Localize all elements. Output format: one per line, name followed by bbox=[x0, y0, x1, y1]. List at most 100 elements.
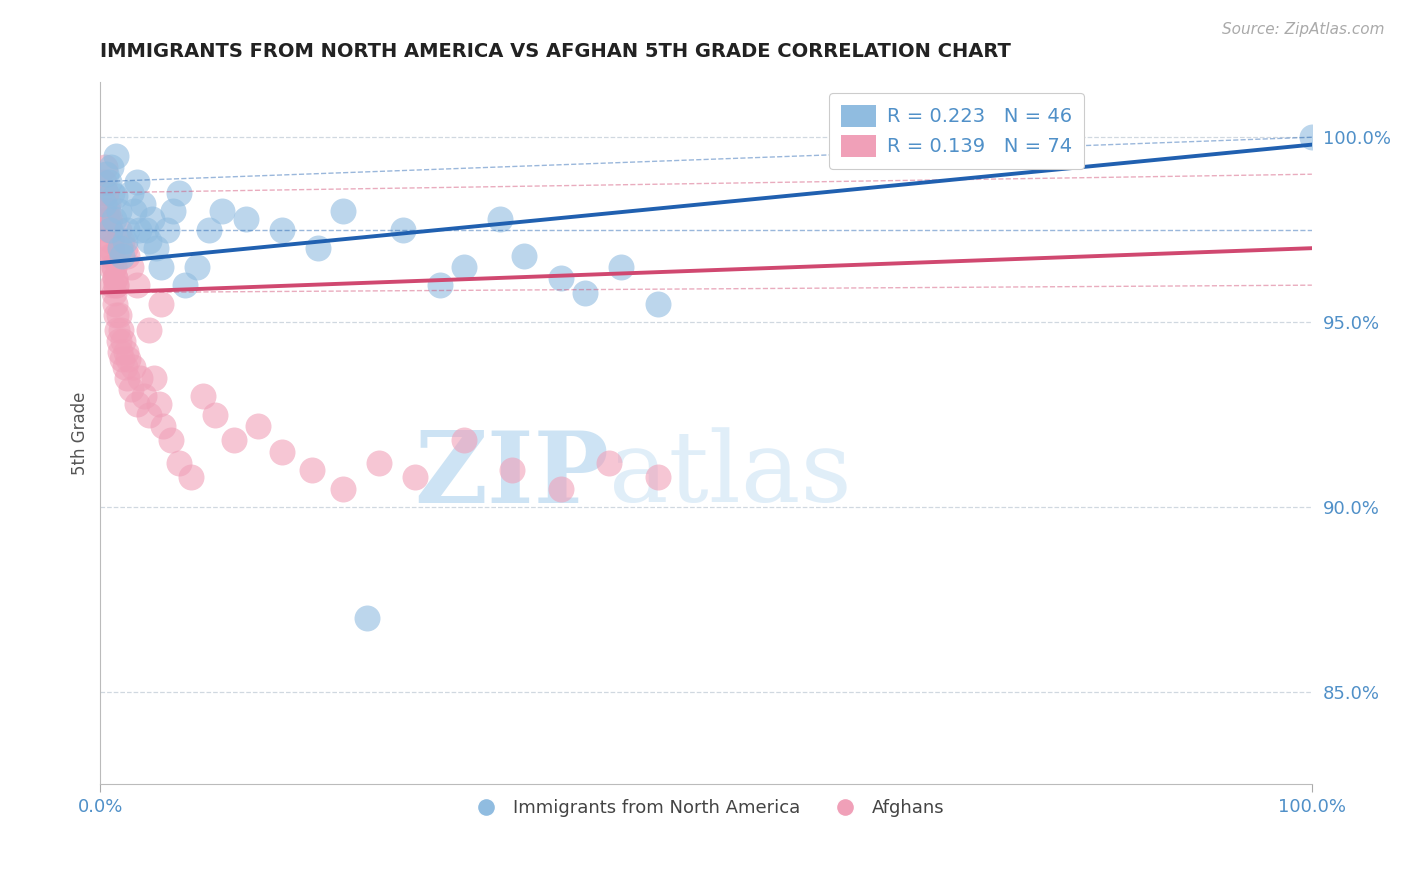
Point bbox=[167, 456, 190, 470]
Point bbox=[105, 308, 128, 322]
Point bbox=[112, 334, 135, 348]
Point bbox=[204, 408, 226, 422]
Point bbox=[98, 249, 121, 263]
Point bbox=[107, 308, 129, 322]
Point bbox=[132, 389, 155, 403]
Point bbox=[574, 285, 596, 300]
Point bbox=[159, 434, 181, 448]
Point bbox=[103, 260, 125, 274]
Text: ZIP: ZIP bbox=[415, 426, 609, 524]
Point bbox=[246, 418, 269, 433]
Point bbox=[111, 352, 134, 367]
Point bbox=[125, 278, 148, 293]
Text: IMMIGRANTS FROM NORTH AMERICA VS AFGHAN 5TH GRADE CORRELATION CHART: IMMIGRANTS FROM NORTH AMERICA VS AFGHAN … bbox=[100, 42, 1011, 61]
Point bbox=[489, 211, 512, 226]
Point bbox=[110, 322, 132, 336]
Point bbox=[598, 456, 620, 470]
Point bbox=[550, 482, 572, 496]
Point bbox=[93, 196, 115, 211]
Point bbox=[107, 223, 129, 237]
Point bbox=[141, 211, 163, 226]
Point bbox=[96, 186, 118, 200]
Point bbox=[100, 241, 122, 255]
Point bbox=[111, 249, 134, 263]
Point bbox=[98, 223, 121, 237]
Point bbox=[124, 204, 146, 219]
Point bbox=[368, 456, 391, 470]
Point bbox=[120, 260, 142, 274]
Point bbox=[125, 175, 148, 189]
Point bbox=[97, 241, 120, 255]
Point bbox=[149, 296, 172, 310]
Point bbox=[96, 211, 118, 226]
Point bbox=[550, 270, 572, 285]
Point bbox=[301, 463, 323, 477]
Point bbox=[138, 322, 160, 336]
Point bbox=[392, 223, 415, 237]
Point bbox=[105, 278, 128, 293]
Point bbox=[97, 175, 120, 189]
Point bbox=[97, 223, 120, 237]
Point bbox=[307, 241, 329, 255]
Point bbox=[93, 175, 115, 189]
Legend: Immigrants from North America, Afghans: Immigrants from North America, Afghans bbox=[460, 792, 952, 824]
Point bbox=[235, 211, 257, 226]
Point bbox=[135, 223, 157, 237]
Point bbox=[104, 270, 127, 285]
Point bbox=[105, 278, 128, 293]
Point bbox=[332, 482, 354, 496]
Point bbox=[129, 370, 152, 384]
Point bbox=[103, 211, 125, 226]
Point bbox=[271, 223, 294, 237]
Point bbox=[148, 396, 170, 410]
Point bbox=[114, 344, 136, 359]
Point bbox=[96, 186, 118, 200]
Point bbox=[97, 211, 120, 226]
Point bbox=[97, 196, 120, 211]
Point bbox=[332, 204, 354, 219]
Point bbox=[193, 389, 215, 403]
Point bbox=[138, 234, 160, 248]
Point bbox=[198, 223, 221, 237]
Point bbox=[513, 249, 536, 263]
Point bbox=[404, 470, 426, 484]
Point bbox=[105, 149, 128, 163]
Point bbox=[610, 260, 633, 274]
Point bbox=[156, 223, 179, 237]
Point bbox=[114, 241, 136, 255]
Point bbox=[128, 223, 150, 237]
Point bbox=[104, 189, 127, 203]
Point bbox=[120, 186, 142, 200]
Point bbox=[647, 296, 669, 310]
Point bbox=[1301, 130, 1323, 145]
Point bbox=[647, 470, 669, 484]
Point bbox=[453, 260, 475, 274]
Point bbox=[101, 249, 124, 263]
Text: atlas: atlas bbox=[609, 427, 852, 523]
Point bbox=[100, 260, 122, 274]
Point bbox=[120, 382, 142, 396]
Point bbox=[145, 241, 167, 255]
Text: Source: ZipAtlas.com: Source: ZipAtlas.com bbox=[1222, 22, 1385, 37]
Point bbox=[115, 249, 138, 263]
Point bbox=[115, 370, 138, 384]
Point bbox=[96, 167, 118, 181]
Point bbox=[107, 334, 129, 348]
Point bbox=[100, 160, 122, 174]
Point bbox=[211, 204, 233, 219]
Point bbox=[108, 344, 131, 359]
Point bbox=[103, 260, 125, 274]
Point bbox=[162, 204, 184, 219]
Point bbox=[105, 322, 128, 336]
Point bbox=[114, 234, 136, 248]
Point bbox=[100, 234, 122, 248]
Point bbox=[104, 296, 127, 310]
Point bbox=[97, 223, 120, 237]
Point bbox=[114, 359, 136, 374]
Point bbox=[125, 396, 148, 410]
Point bbox=[167, 186, 190, 200]
Point bbox=[132, 196, 155, 211]
Point bbox=[117, 352, 139, 367]
Point bbox=[103, 285, 125, 300]
Point bbox=[174, 278, 197, 293]
